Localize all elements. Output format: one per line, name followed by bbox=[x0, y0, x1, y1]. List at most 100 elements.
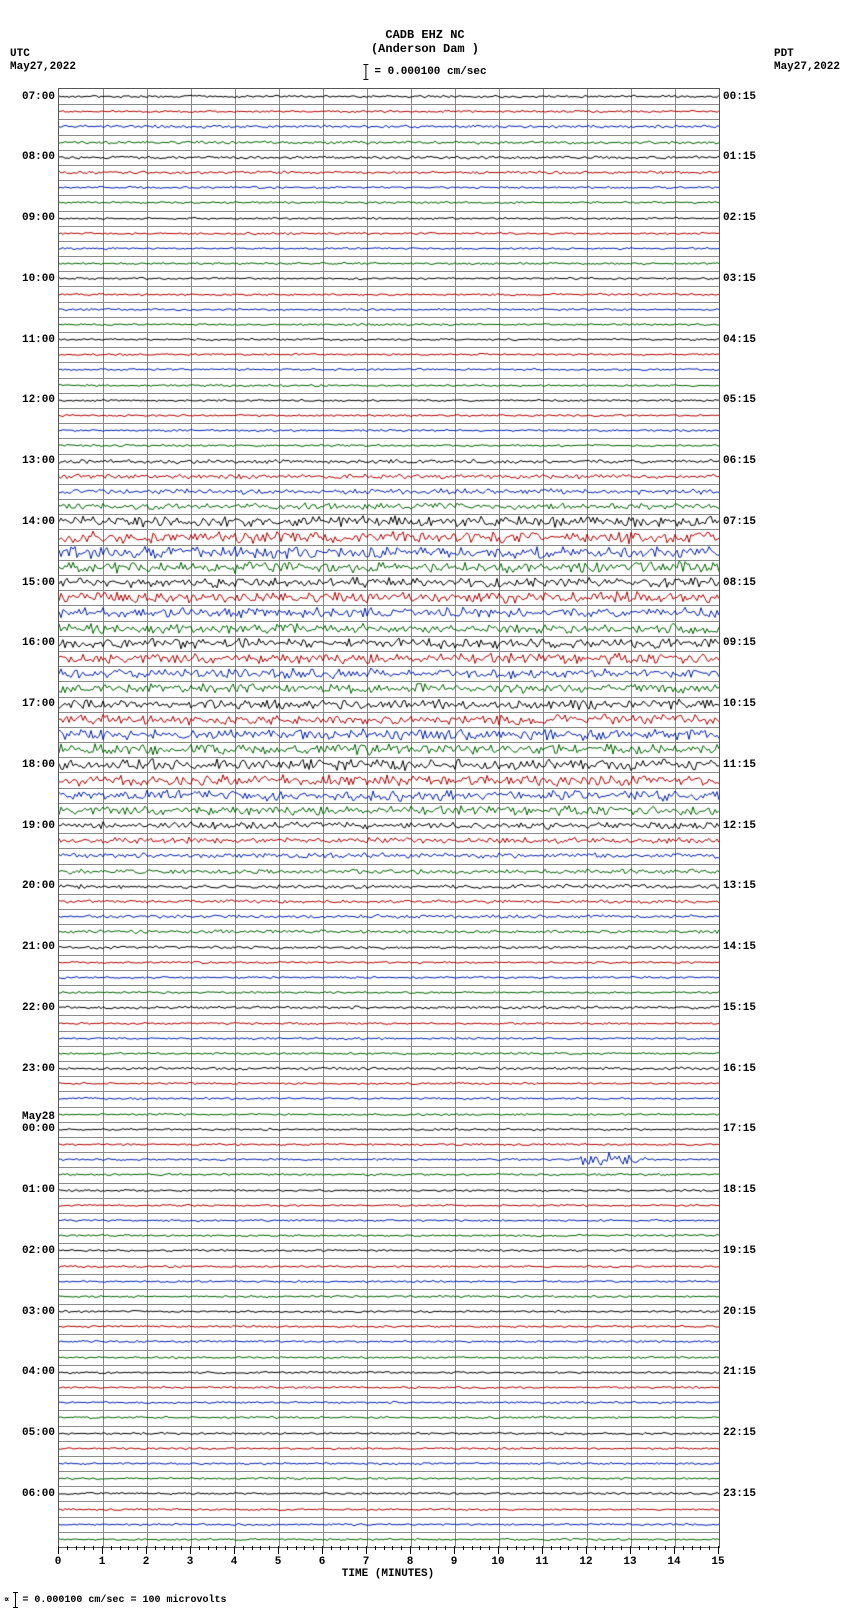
gridline-horizontal bbox=[59, 347, 719, 348]
gridline-horizontal bbox=[59, 605, 719, 606]
trace-row bbox=[59, 403, 719, 428]
xtick-label: 10 bbox=[491, 1556, 504, 1568]
trace-row bbox=[59, 540, 719, 565]
trace-row bbox=[59, 1269, 719, 1294]
gridline-horizontal bbox=[59, 514, 719, 515]
utc-hour-label: 20:00 bbox=[22, 880, 55, 892]
gridline-horizontal bbox=[59, 651, 719, 652]
xtick-minor bbox=[260, 1546, 261, 1550]
xtick-minor bbox=[577, 1546, 578, 1550]
trace-row bbox=[59, 221, 719, 246]
trace-row bbox=[59, 1193, 719, 1218]
xtick-minor bbox=[340, 1546, 341, 1550]
gridline-horizontal bbox=[59, 1426, 719, 1427]
xtick-minor bbox=[67, 1546, 68, 1550]
xtick-minor bbox=[252, 1546, 253, 1550]
pdt-hour-label: 01:15 bbox=[723, 151, 756, 163]
xtick-minor bbox=[269, 1546, 270, 1550]
gridline-horizontal bbox=[59, 848, 719, 849]
trace-row bbox=[59, 1466, 719, 1491]
trace-row bbox=[59, 1254, 719, 1279]
gridline-horizontal bbox=[59, 1441, 719, 1442]
pdt-hour-label: 22:15 bbox=[723, 1427, 756, 1439]
gridline-horizontal bbox=[59, 1091, 719, 1092]
xtick-minor bbox=[709, 1546, 710, 1550]
trace-row bbox=[59, 175, 719, 200]
xtick-major bbox=[322, 1546, 323, 1554]
gridline-horizontal bbox=[59, 864, 719, 865]
gridline-horizontal bbox=[59, 104, 719, 105]
gridline-horizontal bbox=[59, 1334, 719, 1335]
gridline-horizontal bbox=[59, 393, 719, 394]
gridline-horizontal bbox=[59, 150, 719, 151]
utc-hour-label: 06:00 bbox=[22, 1488, 55, 1500]
xtick-minor bbox=[120, 1546, 121, 1550]
xtick-minor bbox=[463, 1546, 464, 1550]
gridline-horizontal bbox=[59, 499, 719, 500]
trace-row bbox=[59, 1329, 719, 1354]
trace-row bbox=[59, 1162, 719, 1187]
xtick-minor bbox=[656, 1546, 657, 1550]
pdt-hour-label: 23:15 bbox=[723, 1488, 756, 1500]
footer-prefix: ∝ bbox=[4, 1595, 9, 1605]
pdt-hour-label: 07:15 bbox=[723, 516, 756, 528]
xtick-minor bbox=[560, 1546, 561, 1550]
gridline-horizontal bbox=[59, 1289, 719, 1290]
gridline-horizontal bbox=[59, 317, 719, 318]
xtick-label: 0 bbox=[55, 1556, 62, 1568]
trace-row bbox=[59, 1314, 719, 1339]
station-code: CADB EHZ NC bbox=[0, 28, 850, 42]
gridline-horizontal bbox=[59, 727, 719, 728]
trace-row bbox=[59, 1360, 719, 1385]
gridline-horizontal bbox=[59, 1198, 719, 1199]
trace-row bbox=[59, 1223, 719, 1248]
trace-row bbox=[59, 676, 719, 701]
trace-row bbox=[59, 1026, 719, 1051]
trace-row bbox=[59, 737, 719, 762]
trace-row bbox=[59, 114, 719, 139]
utc-hour-label: 16:00 bbox=[22, 637, 55, 649]
gridline-horizontal bbox=[59, 681, 719, 682]
xtick-label: 3 bbox=[187, 1556, 194, 1568]
trace-row bbox=[59, 950, 719, 975]
xtick-minor bbox=[612, 1546, 613, 1550]
xtick-label: 15 bbox=[711, 1556, 724, 1568]
trace-row bbox=[59, 130, 719, 155]
tz-left-label: UTC bbox=[10, 48, 76, 61]
gridline-horizontal bbox=[59, 423, 719, 424]
trace-row bbox=[59, 449, 719, 474]
trace-row bbox=[59, 1071, 719, 1096]
gridline-horizontal bbox=[59, 636, 719, 637]
trace-row bbox=[59, 555, 719, 580]
xtick-minor bbox=[384, 1546, 385, 1550]
xtick-label: 13 bbox=[623, 1556, 636, 1568]
utc-hour-label: 07:00 bbox=[22, 91, 55, 103]
gridline-horizontal bbox=[59, 621, 719, 622]
xtick-minor bbox=[648, 1546, 649, 1550]
trace-row bbox=[59, 327, 719, 352]
gridline-horizontal bbox=[59, 560, 719, 561]
footer-text: = 0.000100 cm/sec = 100 microvolts bbox=[22, 1595, 226, 1606]
utc-hour-label: 01:00 bbox=[22, 1184, 55, 1196]
gridline-horizontal bbox=[59, 575, 719, 576]
gridline-horizontal bbox=[59, 909, 719, 910]
pdt-hour-label: 02:15 bbox=[723, 212, 756, 224]
gridline-horizontal bbox=[59, 590, 719, 591]
gridline-horizontal bbox=[59, 742, 719, 743]
gridline-horizontal bbox=[59, 1243, 719, 1244]
station-location: (Anderson Dam ) bbox=[0, 42, 850, 56]
tz-right-label: PDT bbox=[774, 48, 840, 61]
trace-row bbox=[59, 145, 719, 170]
xtick-minor bbox=[428, 1546, 429, 1550]
xtick-major bbox=[718, 1546, 719, 1554]
gridline-horizontal bbox=[59, 1228, 719, 1229]
trace-row bbox=[59, 935, 719, 960]
xtick-minor bbox=[111, 1546, 112, 1550]
xtick-minor bbox=[172, 1546, 173, 1550]
pdt-hour-label: 13:15 bbox=[723, 880, 756, 892]
gridline-horizontal bbox=[59, 469, 719, 470]
pdt-hour-label: 15:15 bbox=[723, 1002, 756, 1014]
scale-bar-icon bbox=[365, 64, 366, 80]
xtick-minor bbox=[472, 1546, 473, 1550]
trace-row bbox=[59, 1284, 719, 1309]
